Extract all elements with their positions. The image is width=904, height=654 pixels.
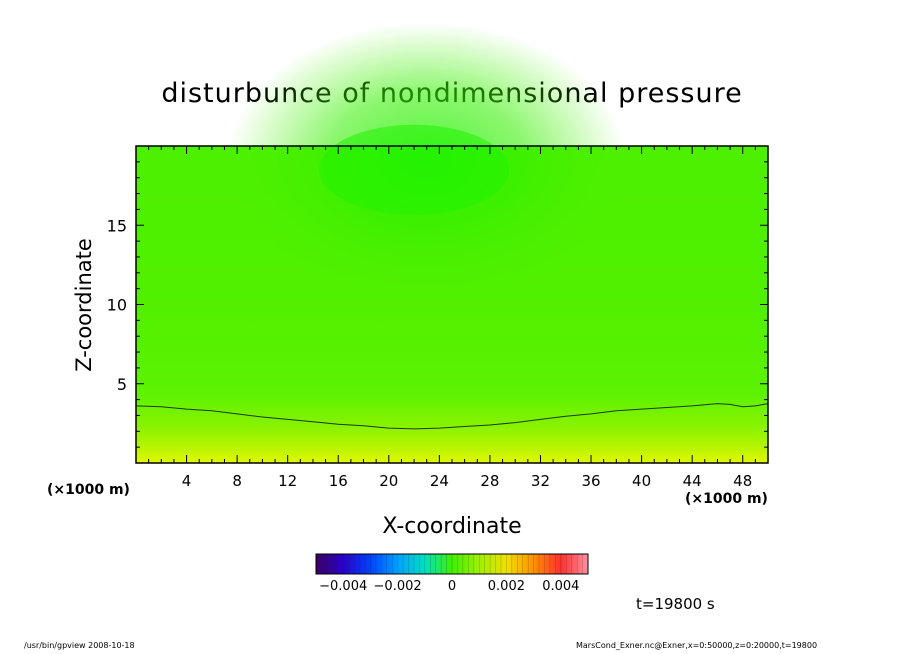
colorbar-tick-label: 0	[448, 579, 456, 594]
y-tick-label: 10	[107, 296, 127, 315]
x-tick-label: 20	[379, 472, 398, 490]
x-tick-label: 8	[232, 472, 242, 490]
x-axis-label: X-coordinate	[382, 514, 522, 539]
time-label: t=19800 s	[636, 595, 715, 613]
colorbar-tick-label: −0.002	[374, 579, 422, 594]
x-tick-label: 48	[733, 472, 752, 490]
colorbar-ramp	[316, 554, 588, 574]
x-unit-label-right: (×1000 m)	[685, 491, 768, 507]
colorbar-tick-label: 0.004	[542, 579, 579, 594]
x-tick-label: 28	[480, 472, 499, 490]
x-tick-label: 44	[683, 472, 702, 490]
footer-source: MarsCond_Exner.nc@Exner,x=0:50000,z=0:20…	[576, 641, 818, 650]
colorbar-tick-label: 0.002	[488, 579, 525, 594]
contour-line	[135, 403, 769, 430]
x-tick-label: 32	[531, 472, 550, 490]
colorbar-frame	[315, 553, 589, 575]
x-unit-label-left: (×1000 m)	[47, 482, 130, 498]
x-tick-label: 40	[632, 472, 651, 490]
y-axis-label: Z-coordinate	[72, 238, 96, 372]
footer-command: /usr/bin/gpview 2008-10-18	[24, 641, 135, 650]
x-tick-label: 16	[329, 472, 348, 490]
heatmap-min-core	[319, 124, 510, 215]
x-tick-label: 24	[430, 472, 449, 490]
colorbar-tick-label: −0.004	[319, 579, 367, 594]
x-tick-label: 4	[182, 472, 192, 490]
x-tick-label: 12	[278, 472, 297, 490]
y-tick-label: 15	[107, 216, 127, 235]
y-tick-label: 5	[117, 375, 127, 394]
x-tick-label: 36	[581, 472, 600, 490]
